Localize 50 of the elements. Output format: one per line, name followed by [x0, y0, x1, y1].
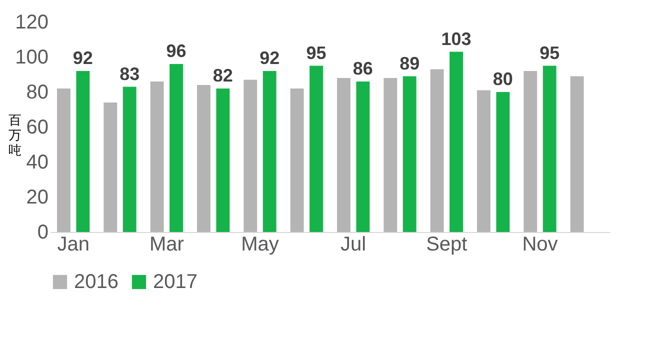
- bar: [216, 88, 230, 232]
- bar: [430, 69, 444, 232]
- bar: [76, 71, 90, 232]
- data-label: 103: [441, 28, 472, 49]
- data-label: 96: [166, 41, 186, 61]
- legend-label: 2016: [74, 271, 118, 293]
- data-label: 80: [492, 69, 513, 89]
- bar: [524, 71, 538, 232]
- x-tick-label: Jul: [340, 234, 366, 256]
- bar: [122, 86, 136, 232]
- x-tick-label: Nov: [522, 234, 558, 256]
- y-tick-label: 0: [37, 222, 48, 244]
- data-label: 89: [400, 53, 420, 74]
- data-label: 92: [72, 48, 93, 68]
- y-tick-label: 60: [26, 116, 48, 138]
- bar: [104, 102, 118, 232]
- bar: [450, 52, 463, 232]
- bar: [57, 88, 70, 232]
- bar: [356, 82, 370, 232]
- bar: [542, 66, 556, 232]
- bar: [170, 64, 183, 232]
- x-tick-label: Mar: [149, 234, 184, 256]
- x-tick-label: Sept: [426, 234, 468, 256]
- data-label: 95: [306, 42, 326, 63]
- bar: [150, 82, 164, 232]
- data-label: 83: [120, 64, 140, 84]
- bar: [496, 92, 510, 232]
- bar: [337, 78, 350, 232]
- bar: [197, 85, 210, 232]
- bar: [570, 76, 584, 232]
- bar: [477, 90, 490, 232]
- bar: [384, 78, 398, 232]
- data-label: 92: [260, 48, 280, 68]
- bar: [290, 88, 304, 232]
- data-label: 82: [212, 66, 233, 86]
- data-label: 86: [352, 58, 373, 78]
- y-axis-title: 百万吨: [8, 112, 22, 158]
- y-tick-label: 100: [15, 46, 48, 68]
- legend-label: 2017: [153, 271, 198, 293]
- y-tick-label: 40: [26, 152, 48, 174]
- bar: [402, 76, 416, 232]
- y-tick-label: 20: [26, 186, 48, 208]
- data-label: 95: [540, 42, 560, 63]
- y-tick-label: 120: [15, 12, 48, 34]
- y-tick-label: 80: [26, 82, 48, 104]
- x-tick-label: May: [241, 234, 279, 256]
- bar: [262, 71, 276, 232]
- bar: [244, 80, 258, 232]
- x-tick-label: Jan: [57, 234, 90, 256]
- bar: [310, 66, 323, 232]
